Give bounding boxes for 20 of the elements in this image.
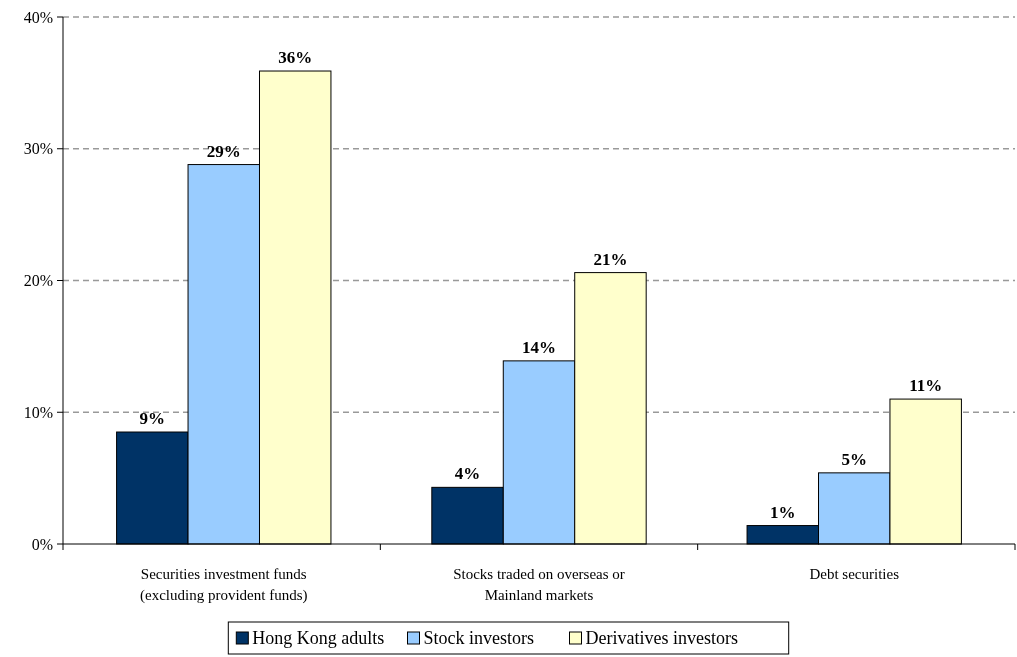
x-tick-label: Securities investment funds (excluding provident funds) [140, 566, 308, 604]
y-tick-label: 20% [23, 272, 53, 290]
data-label: 4% [454, 464, 481, 484]
y-tick-label: 40% [23, 8, 53, 26]
data-label: 1% [770, 502, 796, 522]
data-label: 36% [278, 48, 313, 68]
y-tick-label: 0% [31, 535, 53, 553]
legend-label: Derivatives investors [585, 628, 738, 648]
y-tick-label: 10% [23, 403, 53, 421]
data-label: 5% [841, 449, 867, 469]
y-tick-label: 30% [23, 140, 53, 158]
x-tick-label: Debt securities [809, 566, 900, 582]
legend-label: Stock investors [423, 628, 534, 648]
x-tick-label: Stocks traded on overseas or Mainland markets [453, 566, 625, 603]
data-label: 14% [522, 337, 556, 357]
data-label: 21% [593, 249, 628, 269]
legend-label: Hong Kong adults [252, 628, 385, 648]
data-label: 29% [206, 141, 241, 161]
data-label: 11% [909, 376, 943, 396]
data-label: 9% [139, 409, 166, 429]
